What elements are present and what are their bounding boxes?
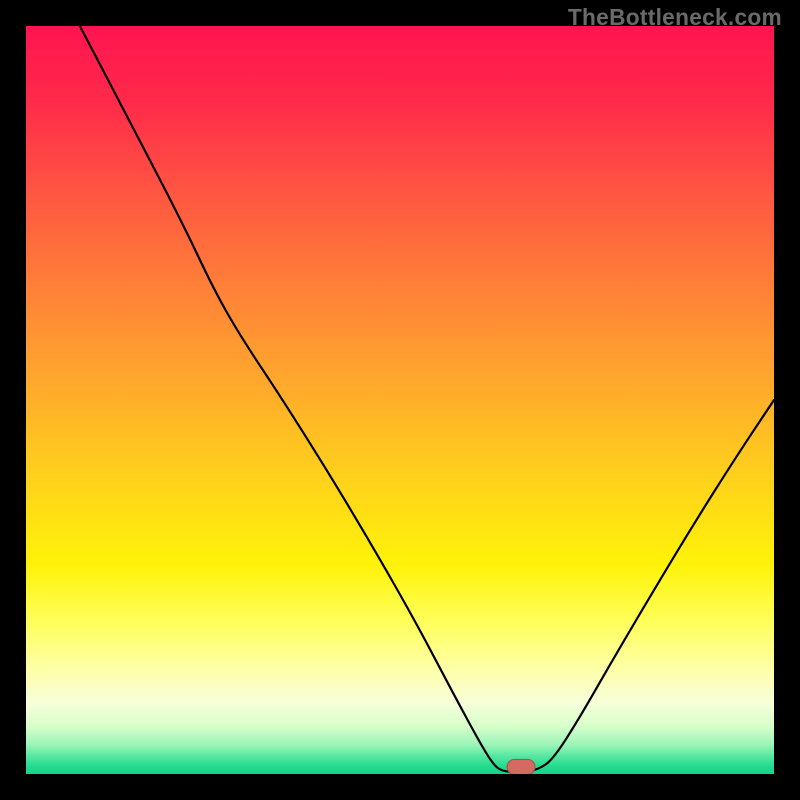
chart-frame: TheBottleneck.com [0,0,800,800]
watermark-text: TheBottleneck.com [568,4,782,31]
curve-path [80,26,774,772]
optimal-point-marker [507,759,536,774]
bottleneck-curve [26,26,774,774]
plot-area [26,26,774,774]
